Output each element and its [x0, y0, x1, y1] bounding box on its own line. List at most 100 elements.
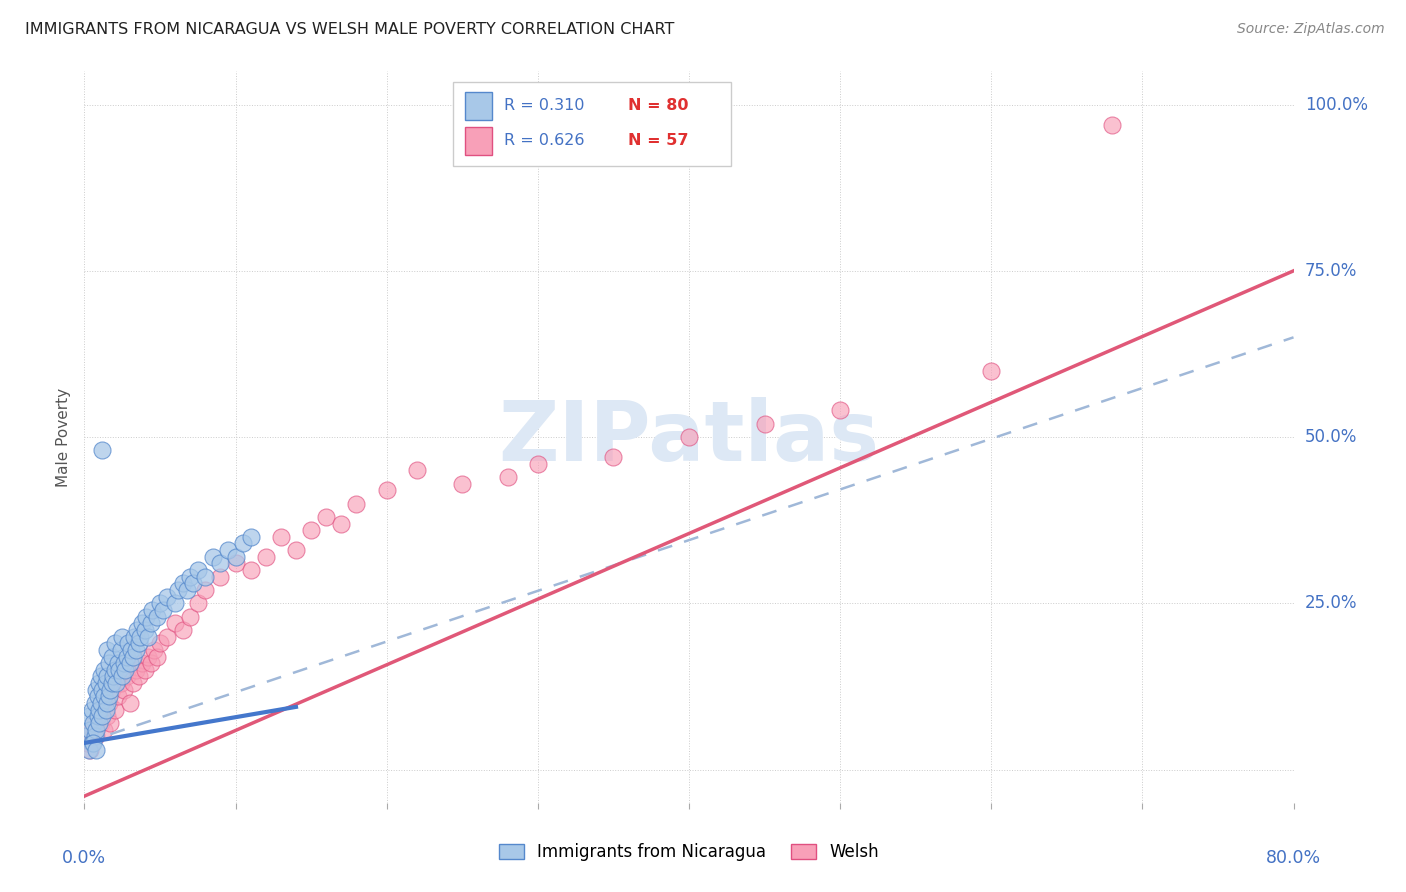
Point [239, 530, 262, 544]
Point [105, 676, 128, 690]
Point [149, 636, 172, 650]
Point [136, 649, 159, 664]
Point [108, 663, 131, 677]
Point [678, 430, 700, 444]
Point [406, 463, 429, 477]
Point [115, 669, 138, 683]
Point [84, 696, 107, 710]
Point [101, 669, 124, 683]
Point [87, 690, 110, 704]
Point [104, 703, 127, 717]
Point [104, 636, 127, 650]
Text: R = 0.626: R = 0.626 [503, 133, 585, 148]
Point [139, 616, 162, 631]
Point [114, 663, 136, 677]
Point [97, 656, 120, 670]
Point [107, 690, 129, 704]
Point [111, 669, 134, 683]
Point [80, 736, 103, 750]
Point [181, 576, 204, 591]
Point [142, 643, 165, 657]
FancyBboxPatch shape [453, 82, 731, 167]
Point [209, 570, 232, 584]
Point [496, 470, 519, 484]
Point [80, 723, 103, 737]
Point [98, 716, 121, 731]
Point [136, 630, 159, 644]
Point [285, 543, 308, 558]
Point [217, 543, 239, 558]
Point [98, 682, 121, 697]
Point [111, 630, 134, 644]
Point [129, 630, 152, 644]
Point [104, 663, 127, 677]
Point [96, 643, 118, 657]
Point [89, 676, 111, 690]
Text: IMMIGRANTS FROM NICARAGUA VS WELSH MALE POVERTY CORRELATION CHART: IMMIGRANTS FROM NICARAGUA VS WELSH MALE … [25, 22, 675, 37]
Point [96, 669, 118, 683]
Text: 80.0%: 80.0% [1265, 849, 1322, 867]
Point [1101, 118, 1123, 132]
Point [830, 403, 852, 417]
FancyBboxPatch shape [465, 92, 492, 120]
Point [176, 582, 198, 597]
Point [179, 570, 201, 584]
Point [135, 609, 157, 624]
Point [602, 450, 624, 464]
Point [89, 709, 111, 723]
Point [134, 623, 156, 637]
Point [91, 703, 114, 717]
Point [84, 729, 107, 743]
Point [121, 676, 143, 690]
Point [122, 630, 145, 644]
Point [117, 636, 139, 650]
Point [79, 723, 101, 737]
Point [82, 729, 104, 743]
Point [451, 476, 474, 491]
Point [315, 509, 337, 524]
Point [110, 643, 132, 657]
Point [97, 690, 120, 704]
Point [76, 729, 98, 743]
Point [131, 616, 153, 631]
Point [94, 676, 117, 690]
Point [90, 716, 112, 731]
Point [172, 576, 194, 591]
Point [152, 603, 174, 617]
Point [76, 736, 98, 750]
Point [94, 703, 117, 717]
Text: Source: ZipAtlas.com: Source: ZipAtlas.com [1237, 22, 1385, 37]
Point [112, 656, 135, 670]
Point [115, 649, 138, 664]
Point [165, 616, 187, 631]
Point [270, 530, 292, 544]
Point [77, 742, 100, 756]
Point [194, 582, 217, 597]
Point [127, 623, 149, 637]
Point [156, 630, 179, 644]
Point [225, 557, 247, 571]
Point [201, 549, 224, 564]
Point [128, 669, 150, 683]
Point [107, 656, 129, 670]
Text: 50.0%: 50.0% [1305, 428, 1357, 446]
Point [86, 742, 108, 756]
Point [141, 603, 163, 617]
Point [96, 696, 118, 710]
FancyBboxPatch shape [465, 127, 492, 154]
Point [125, 643, 148, 657]
Point [239, 563, 262, 577]
Point [100, 682, 122, 697]
Point [167, 582, 190, 597]
Point [120, 643, 142, 657]
Text: R = 0.310: R = 0.310 [503, 98, 585, 113]
Point [134, 663, 156, 677]
Text: 100.0%: 100.0% [1305, 95, 1368, 113]
Point [84, 716, 107, 731]
Legend: Immigrants from Nicaragua, Welsh: Immigrants from Nicaragua, Welsh [492, 837, 886, 868]
Point [110, 676, 132, 690]
Text: ZIPatlas: ZIPatlas [499, 397, 879, 477]
Point [91, 682, 114, 697]
Point [375, 483, 398, 498]
Point [346, 497, 368, 511]
